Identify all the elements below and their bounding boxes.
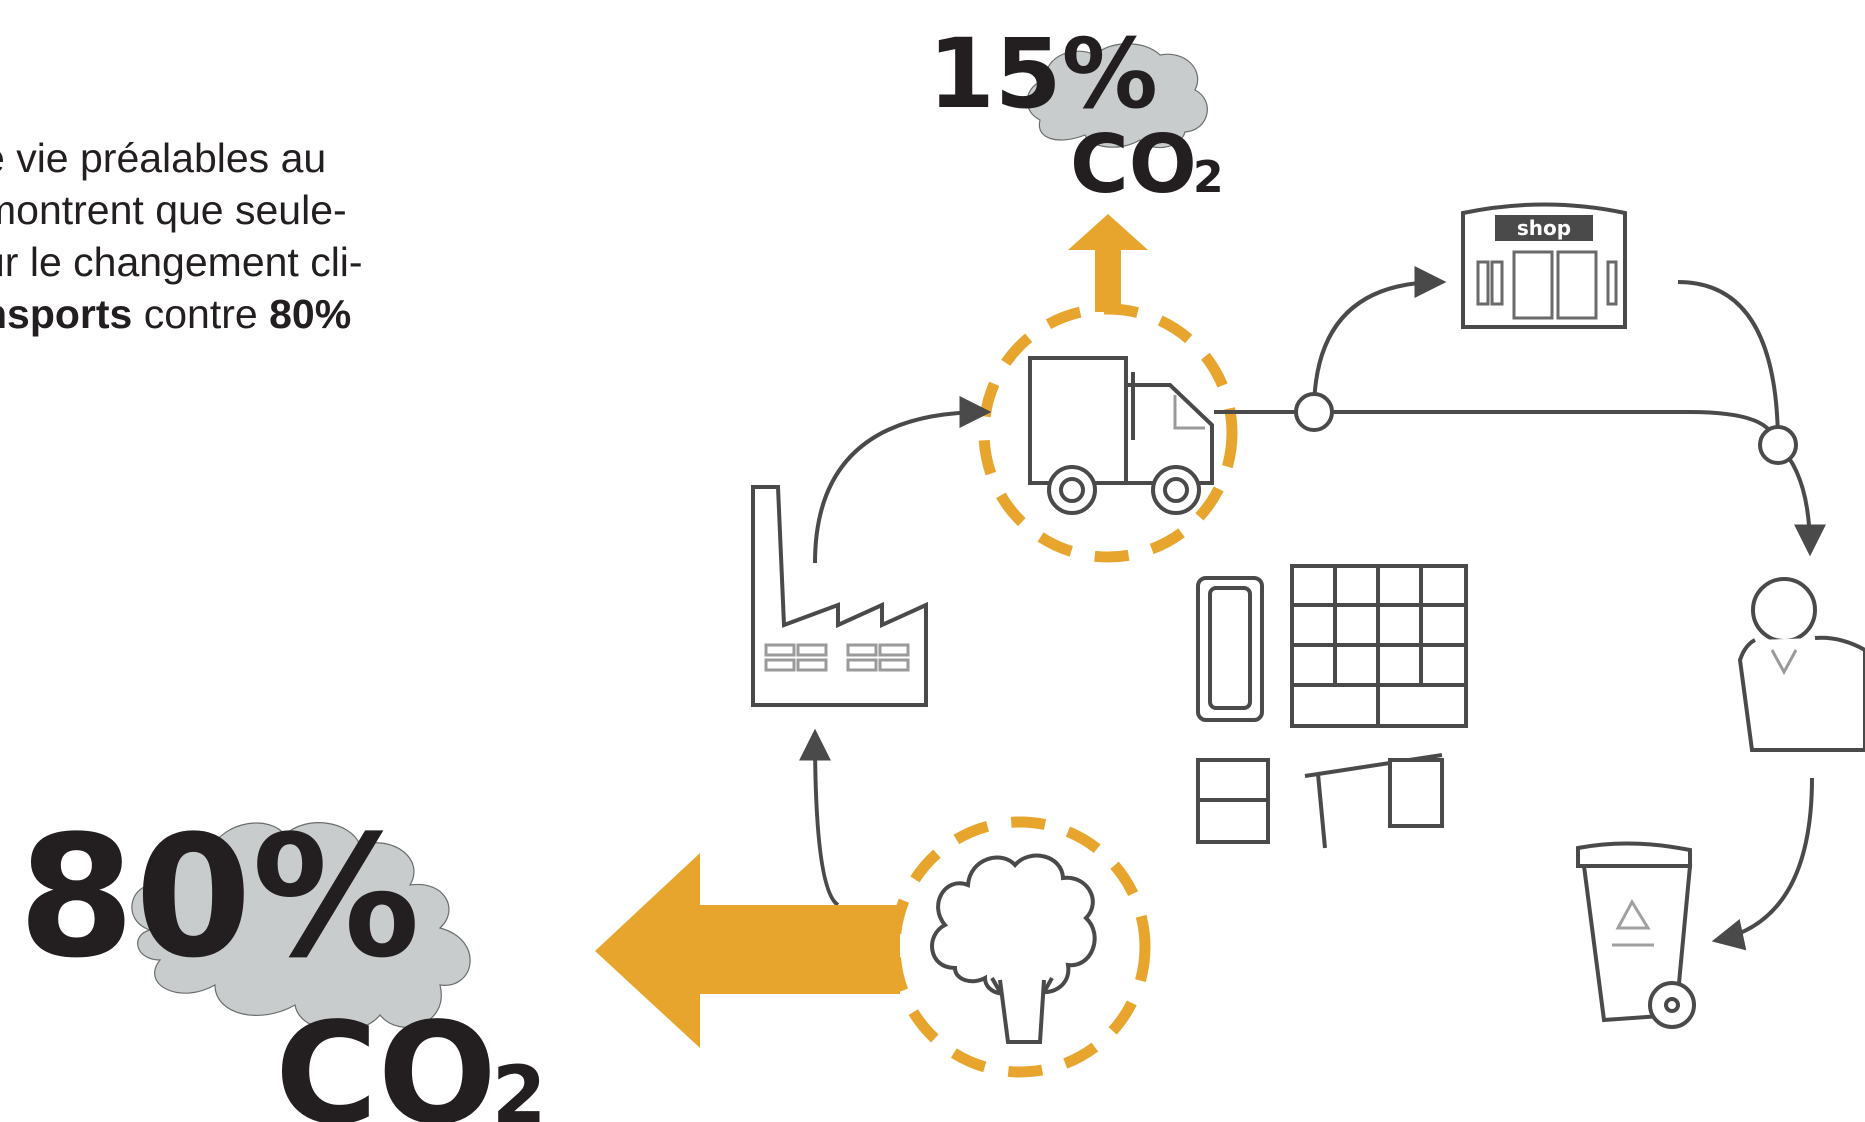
up-arrow-icon	[1068, 214, 1148, 312]
material-percent: 80%	[18, 799, 420, 995]
line-shop-to-person	[1677, 280, 1780, 446]
truck-group	[978, 303, 1238, 563]
transport-emission-group: 15% CO 2	[928, 18, 1224, 312]
material-co2-subscript: 2	[492, 1051, 546, 1122]
junction-node	[1294, 392, 1334, 432]
tree-group	[889, 816, 1151, 1078]
intro-contre-word: contre	[132, 291, 270, 337]
intro-line-4: nsports contre 80%	[0, 288, 502, 340]
transport-percent: 15%	[928, 18, 1158, 130]
flow-connectors	[799, 266, 1826, 951]
intro-paragraph: e vie préalables au montrent que seule- …	[0, 132, 502, 392]
intro-line-2: montrent que seule-	[0, 187, 347, 233]
shop-sign-text: shop	[1517, 216, 1571, 240]
arrow-factory-to-truck	[813, 396, 992, 564]
shop-icon: shop	[1461, 202, 1627, 329]
arrow-junction-to-shop	[1312, 266, 1447, 413]
intro-line-1: e vie préalables au	[0, 135, 327, 181]
truck-icon	[1028, 356, 1214, 515]
junction-node	[1758, 425, 1798, 465]
transport-co2-label: CO	[1070, 118, 1197, 211]
left-arrow-icon	[595, 853, 900, 1048]
factory-icon	[751, 485, 928, 707]
tree-icon	[930, 853, 1097, 1044]
arrow-person-to-bin	[1711, 777, 1814, 951]
furniture-icon	[1196, 564, 1468, 849]
cloud-icon	[131, 822, 471, 1032]
arrow-tree-to-factory	[799, 728, 840, 907]
material-emission-group: 80% CO 2	[18, 799, 546, 1122]
transport-co2-subscript: 2	[1193, 152, 1224, 203]
intro-80-percent: 80%	[269, 291, 352, 337]
intro-transport-word: nsports	[0, 291, 133, 337]
cloud-icon	[1026, 43, 1208, 149]
recycle-bin-icon	[1576, 841, 1696, 1029]
intro-line-3: ur le changement cli-	[0, 239, 363, 285]
person-icon	[1737, 577, 1865, 752]
material-co2-label: CO	[275, 993, 497, 1122]
